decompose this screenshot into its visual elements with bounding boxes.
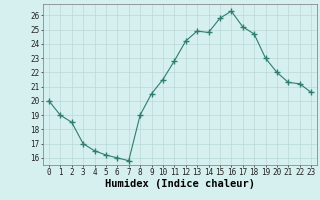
X-axis label: Humidex (Indice chaleur): Humidex (Indice chaleur) [105, 179, 255, 189]
